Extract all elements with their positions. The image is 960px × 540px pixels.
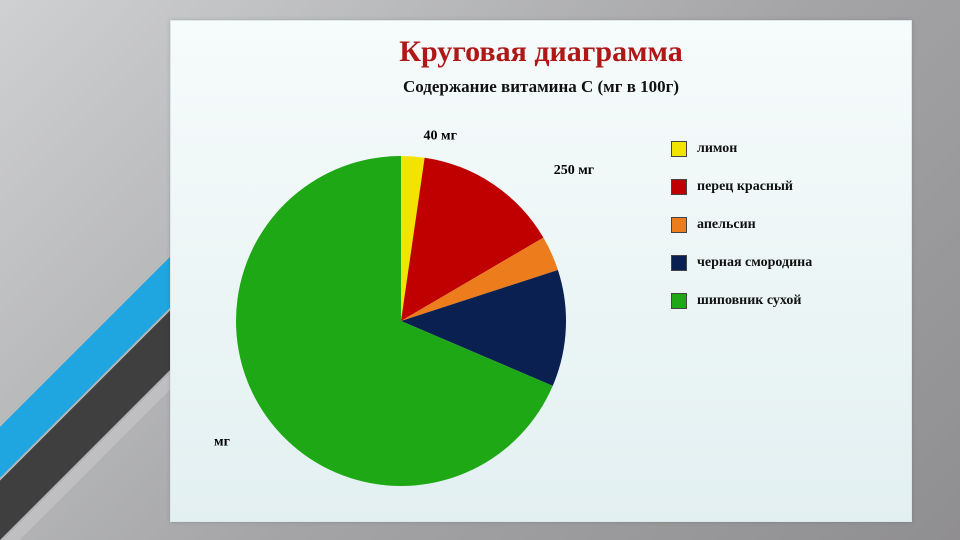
pie-slice-value-label: 1200 мг — [211, 435, 230, 450]
legend: лимон перец красный апельсин черная смороди… — [671, 141, 891, 331]
legend-label: черная смородина — [697, 255, 812, 271]
legend-item: апельсин — [671, 217, 891, 233]
legend-label: шиповник сухой — [697, 293, 801, 309]
legend-item: шиповник сухой — [671, 293, 891, 309]
pie-chart: 40 мг250 мг60 мг200 мг1200 мг — [211, 111, 631, 511]
slide-stage: Круговая диаграмма Содержание витамина С… — [0, 0, 960, 540]
pie-slice-value-label: 40 мг — [424, 129, 457, 144]
legend-swatch — [671, 217, 687, 233]
legend-swatch — [671, 293, 687, 309]
subtitle: Содержание витамина С (мг в 100г) — [171, 77, 911, 97]
legend-swatch — [671, 141, 687, 157]
chart-panel: Круговая диаграмма Содержание витамина С… — [170, 20, 912, 522]
legend-swatch — [671, 179, 687, 195]
legend-item: черная смородина — [671, 255, 891, 271]
legend-item: лимон — [671, 141, 891, 157]
legend-swatch — [671, 255, 687, 271]
pie-slice-value-label: 250 мг — [554, 163, 594, 178]
legend-label: перец красный — [697, 179, 793, 195]
main-title: Круговая диаграмма — [171, 35, 911, 69]
legend-item: перец красный — [671, 179, 891, 195]
legend-label: лимон — [697, 141, 737, 157]
legend-label: апельсин — [697, 217, 756, 233]
